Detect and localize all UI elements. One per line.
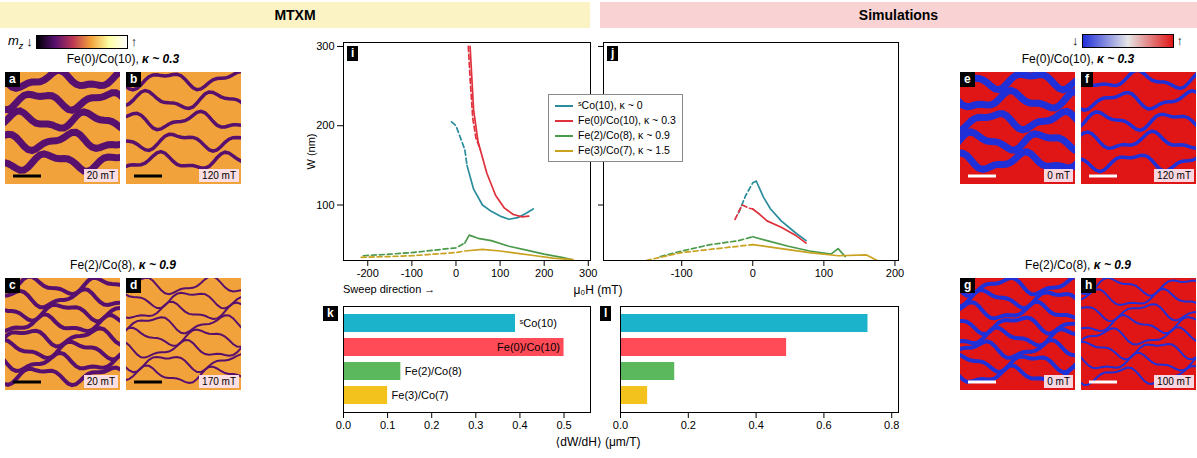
html-text:120 mT: 120 mT xyxy=(1157,170,1191,181)
svg-text:Fe(2)/Co(8): Fe(2)/Co(8) xyxy=(405,365,462,377)
svg-text:0.4: 0.4 xyxy=(512,419,527,431)
svg-text:0.0: 0.0 xyxy=(336,419,351,431)
svg-text:200: 200 xyxy=(886,267,904,279)
html-text:a: a xyxy=(9,72,16,86)
html-text:d: d xyxy=(130,278,138,292)
svg-text:100: 100 xyxy=(491,267,509,279)
html-text:170 mT: 170 mT xyxy=(202,376,236,387)
svg-text:0: 0 xyxy=(750,267,756,279)
svg-text:0.6: 0.6 xyxy=(816,419,831,431)
html-text:g: g xyxy=(964,278,972,292)
html-text:Fe(2)/Co(8), κ ~ 0.9: Fe(2)/Co(8), κ ~ 0.9 xyxy=(1025,258,1131,272)
svg-text:-100: -100 xyxy=(401,267,423,279)
html-text:Fe(3)/Co(7), κ ~ 1.5: Fe(3)/Co(7), κ ~ 1.5 xyxy=(578,144,670,156)
html-text:i: i xyxy=(351,46,355,60)
html-text:ˢCo(10), κ ~ 0: ˢCo(10), κ ~ 0 xyxy=(578,99,643,111)
html-text:120 mT: 120 mT xyxy=(202,170,236,181)
svg-text:0.0: 0.0 xyxy=(613,419,628,431)
svg-text:0.5: 0.5 xyxy=(556,419,571,431)
html-text:100 mT: 100 mT xyxy=(1157,376,1191,387)
svg-text:Fe(3)/Co(7): Fe(3)/Co(7) xyxy=(392,389,449,401)
svg-text:0.1: 0.1 xyxy=(380,419,395,431)
html-text:0 mT: 0 mT xyxy=(1047,170,1070,181)
html-text:k: k xyxy=(327,306,334,320)
html-text:l: l xyxy=(604,306,608,320)
svg-text:Fe(0)/Co(10): Fe(0)/Co(10) xyxy=(497,341,560,353)
svg-text:300: 300 xyxy=(316,40,334,52)
svg-text:0.8: 0.8 xyxy=(884,419,899,431)
html-text:Fe(0)/Co(10), κ ~ 0.3: Fe(0)/Co(10), κ ~ 0.3 xyxy=(66,52,180,66)
html-text:Simulations: Simulations xyxy=(858,7,939,23)
html-text:Fe(2)/Co(8), κ ~ 0.9: Fe(2)/Co(8), κ ~ 0.9 xyxy=(70,258,176,272)
html-text:MTXM: MTXM xyxy=(274,7,316,23)
svg-text:0: 0 xyxy=(453,267,459,279)
html-text:e: e xyxy=(964,72,971,86)
svg-text:-100: -100 xyxy=(671,267,693,279)
html-text:0 mT: 0 mT xyxy=(1047,376,1070,387)
svg-text:0.2: 0.2 xyxy=(681,419,696,431)
html-text:Fe(2)/Co(8), κ ~ 0.9: Fe(2)/Co(8), κ ~ 0.9 xyxy=(578,129,670,141)
svg-text:100: 100 xyxy=(815,267,833,279)
svg-text:200: 200 xyxy=(316,119,334,131)
html-text:j: j xyxy=(611,46,615,60)
html-text:Sweep direction →: Sweep direction → xyxy=(343,283,436,295)
html-text:μ₀H (mT): μ₀H (mT) xyxy=(573,283,623,297)
svg-text:0.3: 0.3 xyxy=(468,419,483,431)
svg-text:200: 200 xyxy=(535,267,553,279)
html-text:Fe(0)/Co(10), κ ~ 0.3: Fe(0)/Co(10), κ ~ 0.3 xyxy=(1021,52,1135,66)
svg-text:100: 100 xyxy=(316,199,334,211)
svg-text:0.2: 0.2 xyxy=(424,419,439,431)
svg-text:0.4: 0.4 xyxy=(748,419,763,431)
svg-text:300: 300 xyxy=(579,267,597,279)
html-text:⟨dW/dH⟩ (μm/T): ⟨dW/dH⟩ (μm/T) xyxy=(555,435,641,449)
html-text:Fe(0)/Co(10), κ ~ 0.3: Fe(0)/Co(10), κ ~ 0.3 xyxy=(578,114,676,126)
html-text:20 mT: 20 mT xyxy=(86,170,115,181)
html-text:20 mT: 20 mT xyxy=(86,376,115,387)
html-text:c: c xyxy=(9,278,16,292)
svg-text:-200: -200 xyxy=(357,267,379,279)
html-text:b: b xyxy=(130,72,138,86)
svg-text:W (nm): W (nm) xyxy=(305,133,317,169)
html-text:mz↓: mz↓ xyxy=(8,33,33,51)
html-text:h: h xyxy=(1085,278,1093,292)
svg-text:ˢCo(10): ˢCo(10) xyxy=(520,317,557,329)
html-text:f: f xyxy=(1085,72,1089,86)
